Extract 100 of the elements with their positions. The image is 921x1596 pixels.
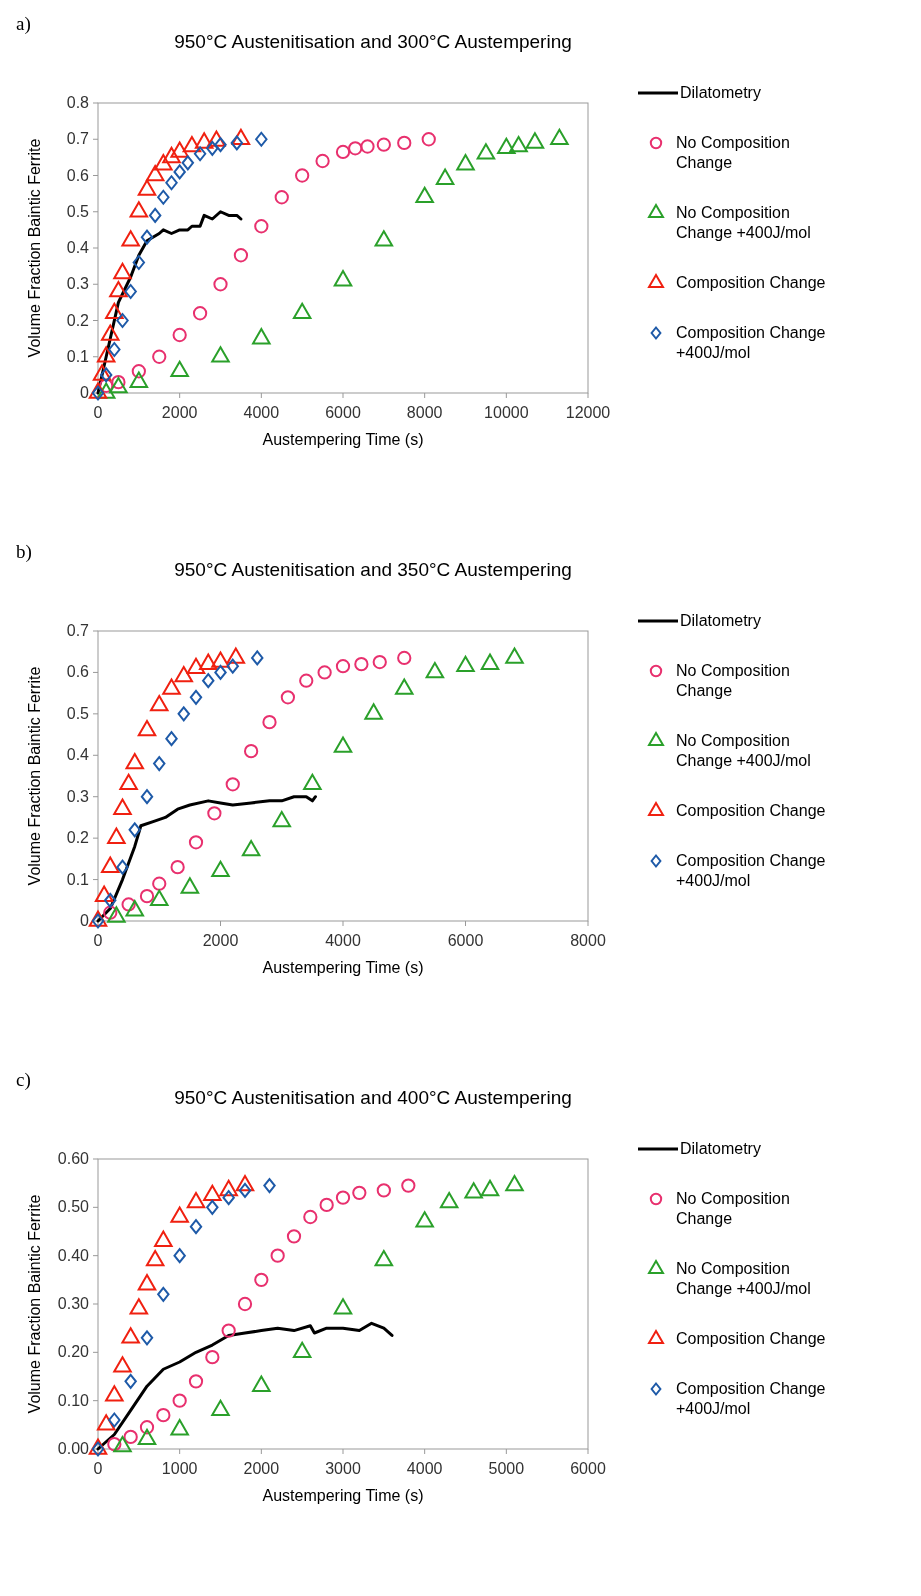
point	[170, 141, 189, 158]
point	[189, 1219, 203, 1235]
point	[439, 1191, 459, 1209]
point	[109, 377, 128, 394]
point	[157, 1286, 170, 1302]
point	[262, 715, 277, 730]
point	[226, 658, 239, 674]
point	[170, 360, 189, 378]
point	[425, 661, 445, 679]
point	[145, 1249, 165, 1267]
point	[550, 128, 569, 146]
x-tick-label: 1000	[161, 1460, 198, 1477]
point	[139, 889, 155, 904]
point	[374, 230, 394, 247]
point	[226, 647, 246, 664]
point	[237, 1296, 253, 1312]
point	[188, 1374, 204, 1389]
point	[193, 146, 207, 162]
point	[235, 1175, 255, 1192]
point	[252, 1375, 271, 1392]
y-tick-label: 0.3	[66, 275, 90, 293]
y-axis-title: Volume Fraction Baintic Ferrite	[26, 1194, 43, 1414]
point	[108, 342, 121, 357]
text: b)	[16, 541, 32, 563]
y-tick-label: 0.10	[57, 1391, 90, 1409]
x-tick-label: 6000	[447, 932, 484, 949]
point	[172, 327, 187, 343]
point	[108, 1412, 121, 1428]
y-tick-label: 0.40	[57, 1246, 90, 1264]
point	[107, 1437, 122, 1452]
point	[333, 1298, 353, 1315]
point	[415, 186, 434, 204]
legend-label: No Composition Change	[676, 1190, 790, 1227]
legend-label: Composition Change	[676, 274, 826, 291]
y-axis-title: Volume Fraction Baintic Ferrite	[26, 666, 43, 886]
point	[397, 650, 412, 666]
point	[272, 811, 292, 828]
point	[165, 731, 178, 747]
point	[113, 262, 132, 280]
x-tick-label: 2000	[243, 1460, 280, 1477]
point	[415, 1211, 434, 1228]
point	[476, 143, 496, 160]
point	[335, 659, 351, 674]
point	[233, 248, 249, 263]
point	[92, 364, 112, 381]
point	[207, 806, 222, 821]
point	[274, 190, 289, 205]
point	[241, 840, 261, 857]
point	[421, 132, 436, 147]
point	[177, 706, 190, 722]
point	[132, 255, 146, 270]
point	[121, 230, 140, 247]
point	[170, 1206, 189, 1223]
point	[140, 1330, 154, 1346]
point	[180, 877, 200, 894]
point	[148, 207, 162, 223]
x-axis-title: Austempering Time (s)	[262, 1487, 424, 1504]
point	[198, 653, 218, 670]
point	[480, 653, 500, 670]
point	[211, 651, 230, 668]
legend-label: No Composition Change	[676, 662, 790, 699]
point	[335, 1190, 351, 1205]
point	[464, 1182, 483, 1199]
point	[172, 1393, 187, 1408]
point	[225, 777, 240, 792]
legend-label: Composition Change	[676, 1330, 826, 1347]
point	[243, 744, 259, 759]
point	[252, 328, 271, 345]
y-tick-label: 0.60	[57, 1150, 90, 1167]
point	[333, 736, 353, 753]
point	[333, 270, 353, 287]
point	[509, 135, 528, 153]
point	[207, 130, 226, 147]
x-axis-title: Austempering Time (s)	[262, 959, 424, 976]
y-tick-label: 0.4	[66, 239, 90, 256]
point	[254, 219, 269, 234]
point	[270, 1248, 285, 1263]
point	[157, 189, 170, 205]
x-tick-label: 2000	[161, 404, 198, 421]
point	[152, 876, 167, 891]
point	[121, 1327, 140, 1344]
point	[360, 139, 375, 154]
x-tick-label: 6000	[570, 1460, 606, 1477]
point	[154, 1230, 173, 1247]
chart-title: 950°C Austenitisation and 300°C Austempering	[174, 31, 572, 52]
y-tick-label: 0.5	[66, 202, 90, 220]
x-tick-label: 4000	[406, 1460, 443, 1477]
y-tick-label: 0	[80, 384, 90, 401]
point	[124, 1373, 137, 1389]
point	[319, 1197, 334, 1213]
point	[137, 719, 157, 737]
point	[125, 900, 145, 917]
y-tick-label: 0.2	[66, 829, 90, 847]
y-tick-label: 0.5	[66, 704, 90, 722]
point	[137, 1428, 157, 1446]
point	[299, 673, 314, 688]
point	[173, 1248, 186, 1264]
point	[480, 1179, 500, 1197]
point	[292, 1341, 312, 1359]
point	[372, 654, 387, 670]
